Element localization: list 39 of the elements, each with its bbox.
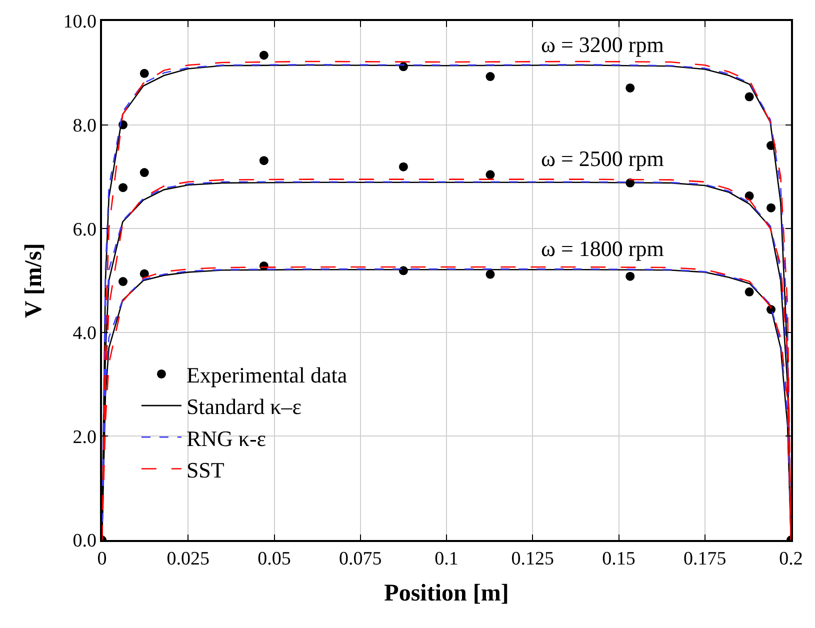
y-tick-label: 2.0 (72, 426, 96, 448)
point (486, 170, 495, 180)
point (486, 270, 495, 279)
point (486, 72, 495, 82)
x-tick-label: 0.025 (166, 548, 210, 570)
point (140, 168, 149, 178)
point (398, 162, 408, 172)
x-tick-label: 0.075 (339, 548, 382, 570)
y-tick-label: 6.0 (72, 219, 96, 240)
point (259, 156, 268, 166)
legend-label: Experimental data (186, 362, 348, 388)
point (766, 203, 776, 212)
x-tick-label: 0.175 (684, 548, 726, 570)
annotation: ω = 2500 rpm (541, 146, 664, 171)
x-tick-label: 0 (97, 548, 107, 570)
y-tick-label: 0.0 (72, 530, 96, 552)
legend-label: SST (186, 457, 225, 482)
y-axis-title: V [m/s] (20, 243, 47, 318)
point (259, 50, 268, 60)
x-tick-label: 0.1 (434, 548, 458, 570)
y-tick-label: 4.0 (72, 323, 96, 344)
point (118, 183, 128, 192)
annotation: ω = 1800 rpm (541, 236, 664, 261)
point (626, 83, 635, 92)
annotation: ω = 3200 rpm (541, 32, 664, 57)
point (118, 277, 128, 286)
point (140, 68, 149, 78)
point (626, 272, 635, 281)
legend-label: RNG κ-ε (186, 426, 266, 451)
x-tick-label: 0.2 (779, 548, 803, 570)
x-tick-label: 0.15 (602, 548, 636, 570)
x-axis-title: Position [m] (384, 580, 509, 606)
point (744, 287, 754, 296)
y-tick-label: 10.0 (63, 12, 96, 33)
point (744, 92, 754, 102)
legend-label: Standard κ–ε (186, 394, 302, 420)
x-tick-label: 0.05 (258, 548, 291, 570)
y-tick-label: 8.0 (72, 115, 96, 136)
x-tick-label: 0.125 (511, 548, 554, 570)
